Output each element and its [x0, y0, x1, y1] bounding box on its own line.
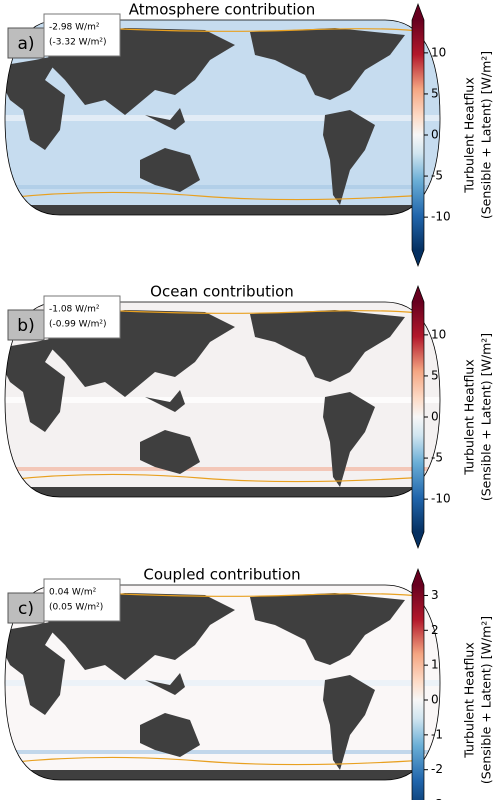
- colorbar-border: [411, 568, 425, 800]
- equatorial-band: [5, 680, 440, 686]
- panel-label-box: [7, 27, 45, 59]
- ice-edge: [5, 756, 440, 766]
- map-border: [4, 301, 441, 498]
- colorbar-tick-label: -2: [431, 762, 443, 776]
- colorbar-tick-label: 2: [431, 623, 439, 637]
- panel-title: Ocean contribution: [150, 283, 294, 301]
- land: [140, 430, 200, 474]
- colorbar-label: Turbulent Heatflux: [462, 77, 477, 193]
- southern-band: [5, 750, 440, 754]
- ice-edge: [59, 307, 440, 317]
- stats-text: 0.04 W/m²: [49, 588, 97, 598]
- colorbar-tick-label: 0: [431, 410, 439, 424]
- land: [15, 205, 435, 215]
- equatorial-band: [5, 115, 440, 121]
- colorbar: [412, 20, 424, 250]
- colorbar-tick-label: 3: [431, 588, 439, 602]
- land: [5, 337, 65, 432]
- land: [15, 487, 435, 497]
- stats-box: [43, 295, 121, 339]
- land: [140, 148, 200, 192]
- panel-label: b): [17, 316, 34, 336]
- stats-text: -2.98 W/m²: [49, 23, 100, 33]
- colorbar-tick-label: -10: [431, 492, 451, 506]
- colorbar-tick-label: 10: [431, 327, 446, 341]
- stats-text: (-3.32 W/m²): [49, 38, 106, 48]
- land: [5, 55, 65, 150]
- southern-band: [5, 185, 440, 189]
- colorbar-extend-top: [412, 4, 424, 20]
- colorbar: [412, 302, 424, 532]
- land: [15, 770, 435, 780]
- colorbar-extend-top: [412, 286, 424, 302]
- panel-title: Coupled contribution: [143, 566, 300, 584]
- colorbar-tick-label: 5: [431, 86, 439, 100]
- panel-label: c): [18, 599, 34, 619]
- panel: Coupled contribution c) 0.04 W/m² (0.05 W/m…: [4, 566, 494, 800]
- map-border: [4, 584, 441, 781]
- colorbar-tick-label: 5: [431, 368, 439, 382]
- colorbar-extend-top: [412, 569, 424, 585]
- land: [323, 392, 375, 487]
- land: [323, 110, 375, 205]
- panel: Ocean contribution b) -1.08 W/m² (-0.99 W/m…: [4, 283, 494, 549]
- map-border: [4, 19, 441, 216]
- ice-edge: [59, 25, 440, 35]
- land: [323, 675, 375, 770]
- land: [5, 620, 65, 715]
- land: [250, 593, 405, 665]
- colorbar-label: (Sensible + Latent) [W/m²]: [479, 333, 494, 501]
- colorbar-border: [411, 285, 425, 549]
- stats-text: (-0.99 W/m²): [49, 320, 106, 330]
- panel: Atmosphere contribution a) -2.98 W/m² (-3.3…: [4, 1, 494, 267]
- colorbar-tick-label: -5: [431, 169, 443, 183]
- colorbar-border: [411, 3, 425, 267]
- colorbar-tick-label: -5: [431, 451, 443, 465]
- ice-edge: [5, 473, 440, 483]
- ice-edge: [5, 191, 440, 201]
- panel-label: a): [17, 34, 34, 54]
- land: [145, 673, 185, 695]
- colorbar: [412, 585, 424, 800]
- colorbar-label: Turbulent Heatflux: [462, 359, 477, 475]
- land: [145, 390, 185, 412]
- land: [250, 28, 405, 100]
- panel-title: Atmosphere contribution: [129, 1, 315, 19]
- colorbar-tick-label: 0: [431, 693, 439, 707]
- southern-band: [5, 467, 440, 471]
- colorbar-label: Turbulent Heatflux: [462, 642, 477, 758]
- ice-edge: [59, 590, 440, 600]
- colorbar-tick-label: 0: [431, 128, 439, 142]
- colorbar-tick-label: 1: [431, 658, 439, 672]
- stats-text: -1.08 W/m²: [49, 305, 100, 315]
- land: [250, 310, 405, 382]
- stats-box: [43, 13, 121, 57]
- panel-label-box: [7, 309, 45, 341]
- colorbar-label: (Sensible + Latent) [W/m²]: [479, 616, 494, 784]
- land: [145, 108, 185, 130]
- colorbar-tick-label: -3: [431, 797, 443, 800]
- stats-text: (0.05 W/m²): [49, 603, 103, 613]
- equatorial-band: [5, 397, 440, 403]
- colorbar-tick-label: 10: [431, 45, 446, 59]
- land: [140, 713, 200, 757]
- colorbar-tick-label: -1: [431, 727, 443, 741]
- colorbar-extend-bottom: [412, 250, 424, 266]
- stats-box: [43, 578, 121, 622]
- colorbar-label: (Sensible + Latent) [W/m²]: [479, 51, 494, 219]
- colorbar-extend-bottom: [412, 532, 424, 548]
- colorbar-tick-label: -10: [431, 210, 451, 224]
